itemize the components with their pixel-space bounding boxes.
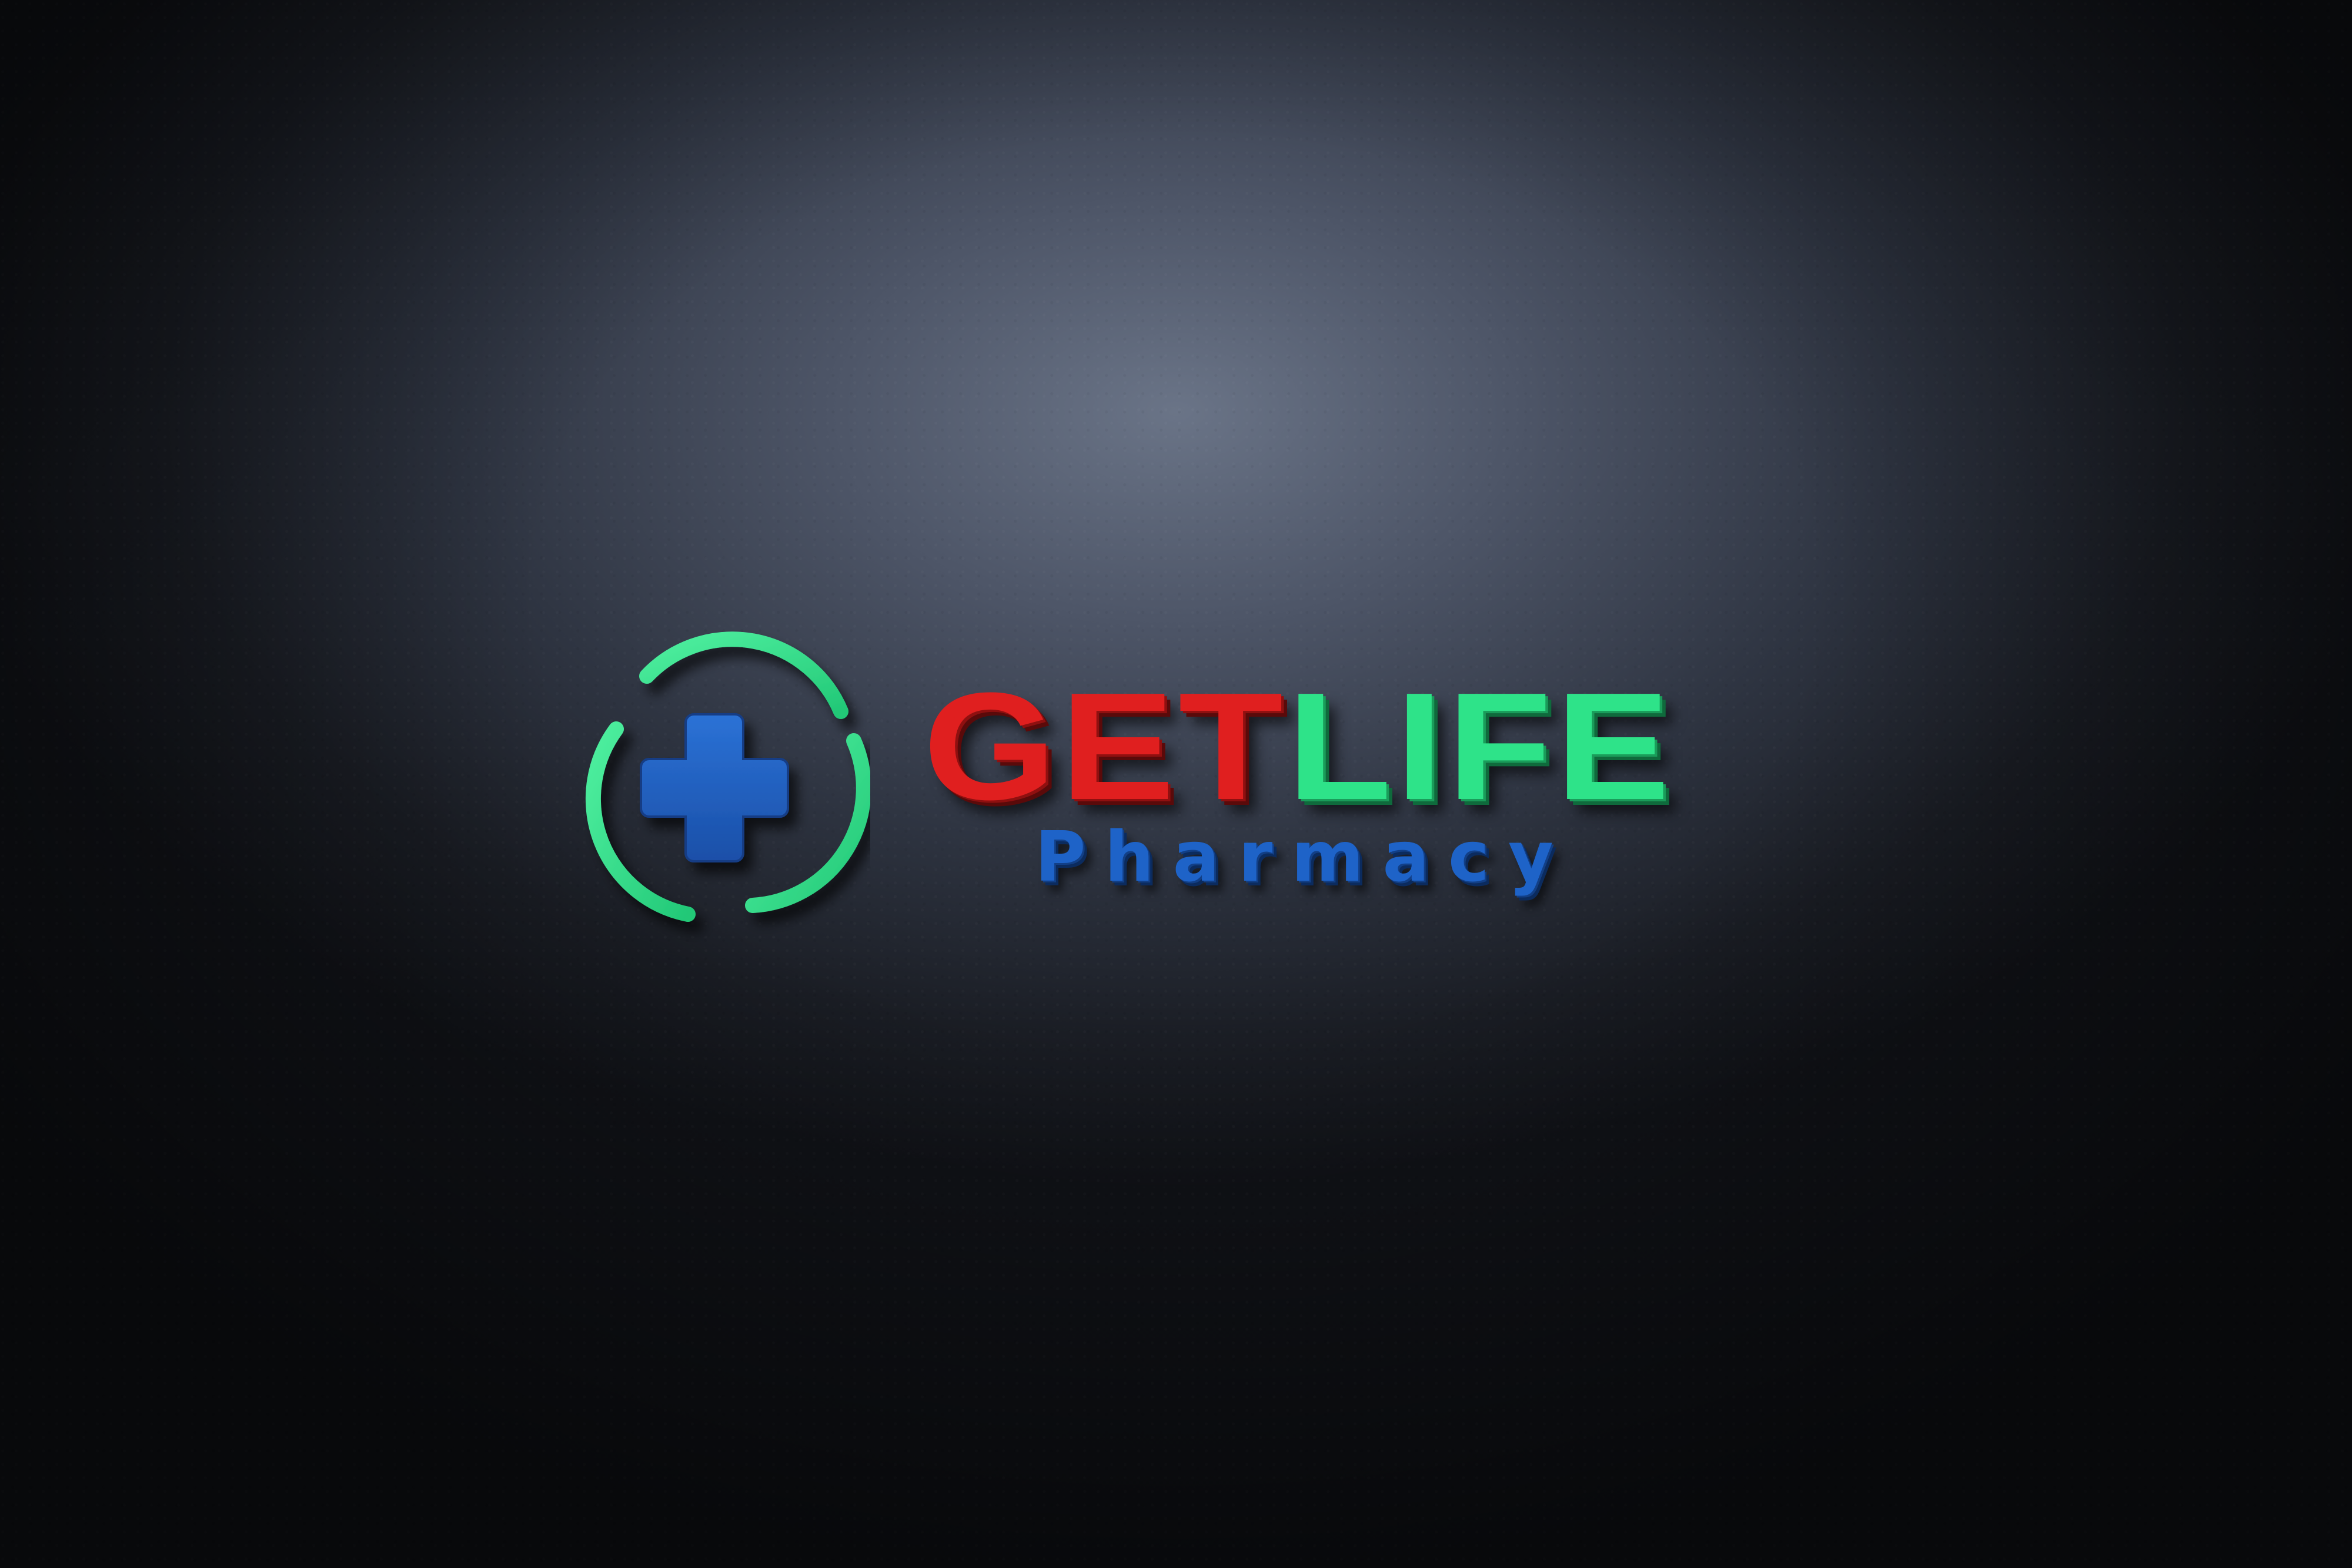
brand-word-life: LIFE <box>1287 661 1674 832</box>
ring-arc-left <box>585 721 696 922</box>
brand-tagline: Pharmacy <box>1035 816 1572 897</box>
wordmark: GETLIFE Pharmacy <box>923 670 1793 923</box>
getlife-pharmacy-logo: GETLIFE Pharmacy <box>564 623 1799 952</box>
brand-name: GETLIFE <box>923 670 1674 823</box>
medical-cross-icon <box>640 713 789 862</box>
ring-arcs <box>585 631 870 922</box>
brand-word-get: GET <box>923 661 1287 832</box>
ring-arc-top <box>639 631 848 719</box>
ring-arc-right <box>745 733 870 913</box>
medical-cross-emblem <box>585 631 870 922</box>
